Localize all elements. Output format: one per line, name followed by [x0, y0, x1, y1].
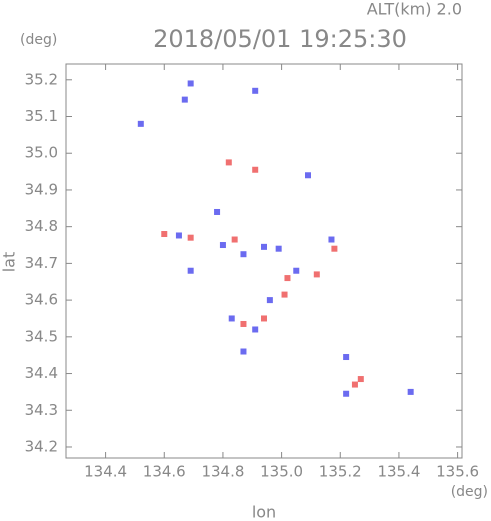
echo-point	[305, 172, 311, 179]
echo-point	[214, 208, 221, 215]
echo-point	[187, 267, 194, 274]
x-tick-label: 135.2	[319, 463, 362, 481]
y-tick-label: 34.5	[25, 327, 58, 345]
echo-point	[351, 381, 358, 388]
echo-point	[231, 236, 238, 243]
echo-point	[225, 159, 232, 166]
echo-point	[161, 231, 168, 238]
echo-point	[261, 243, 267, 250]
y-tick-label: 34.2	[25, 437, 58, 455]
echo-point	[293, 267, 300, 274]
x-tick-label: 135.4	[377, 463, 420, 481]
echo-point	[240, 320, 247, 327]
y-axis-label: lat	[0, 252, 19, 273]
echo-point	[219, 242, 226, 249]
x-tick-label: 135.6	[436, 463, 479, 481]
x-tick-label: 134.6	[143, 463, 186, 481]
echo-point	[240, 348, 247, 355]
x-tick-label: 135.0	[260, 463, 303, 481]
echo-point	[343, 354, 350, 361]
y-tick-label: 35.1	[25, 107, 58, 125]
y-tick-label: 34.4	[25, 364, 58, 382]
y-tick-label: 35.2	[25, 70, 58, 88]
y-tick-label: 34.8	[25, 217, 58, 235]
echo-point	[331, 245, 338, 252]
y-tick-label: 34.7	[25, 254, 58, 272]
y-tick-label: 34.3	[25, 401, 58, 419]
subtitle: ALT(km) 2.0	[367, 0, 462, 19]
x-tick-label: 134.4	[84, 463, 127, 481]
y-tick-label: 34.6	[25, 291, 58, 309]
echo-point	[240, 251, 247, 258]
echo-point	[137, 120, 144, 127]
echo-point	[275, 245, 282, 252]
y-tick-label: 34.9	[25, 180, 58, 198]
x-axis-label: lon	[252, 503, 276, 521]
echo-point	[187, 234, 194, 241]
echo-point	[252, 166, 259, 173]
echo-point	[252, 326, 259, 333]
echo-point	[357, 376, 364, 383]
echo-point	[266, 297, 273, 304]
plot-frame	[65, 63, 463, 459]
echo-point	[261, 315, 267, 322]
chart-title: 2018/05/01 19:25:30	[153, 25, 407, 53]
echo-point	[175, 232, 182, 239]
echo-point	[252, 87, 259, 94]
x-unit: (deg)	[451, 484, 488, 500]
y-tick-label: 35.0	[25, 144, 58, 162]
echo-point	[187, 80, 194, 87]
echo-point	[228, 315, 235, 322]
echo-point	[281, 291, 288, 298]
echo-point	[181, 96, 188, 103]
echo-point	[284, 275, 291, 282]
y-unit: (deg)	[20, 32, 57, 48]
echo-point	[313, 271, 320, 278]
echo-point	[343, 390, 350, 397]
echo-point	[407, 388, 414, 395]
x-tick-label: 134.8	[201, 463, 244, 481]
echo-point	[328, 236, 335, 243]
